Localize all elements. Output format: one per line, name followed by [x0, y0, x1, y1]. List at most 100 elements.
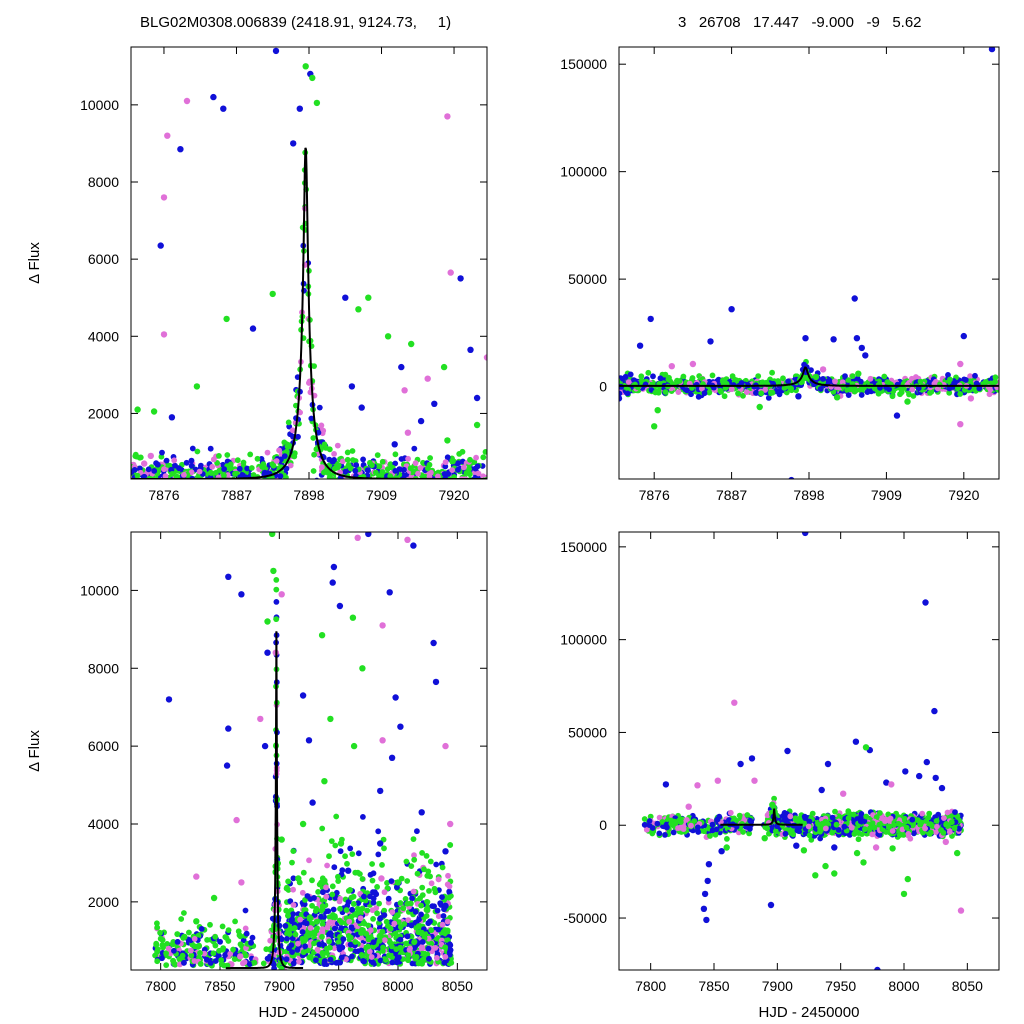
- photometry-point: [365, 943, 371, 950]
- photometry-point: [432, 491, 438, 497]
- data-point-magenta: [404, 536, 411, 543]
- photometry-point: [482, 449, 487, 455]
- photometry-point: [369, 462, 375, 469]
- photometry-point: [195, 480, 201, 486]
- photometry-point: [416, 486, 422, 492]
- photometry-point: [284, 935, 290, 942]
- photometry-point: [410, 483, 416, 489]
- photometry-point: [418, 902, 424, 909]
- photometry-point: [884, 379, 891, 385]
- photometry-point: [258, 483, 264, 489]
- photometry-point: [294, 947, 301, 953]
- photometry-point: [276, 447, 282, 454]
- data-point-magenta: [378, 875, 385, 882]
- photometry-point: [352, 467, 359, 474]
- data-point-green: [394, 879, 402, 886]
- photometry-point: [480, 454, 487, 461]
- data-point-blue: [862, 352, 869, 359]
- photometry-point: [350, 901, 357, 907]
- data-point-green: [355, 306, 362, 313]
- photometry-point: [203, 479, 209, 485]
- photometry-point: [329, 883, 336, 890]
- photometry-point: [131, 482, 137, 488]
- photometry-point: [341, 493, 347, 499]
- data-point-green: [322, 468, 330, 475]
- data-point-magenta: [233, 816, 240, 824]
- data-point-green: [321, 778, 328, 785]
- photometry-point: [163, 950, 170, 957]
- panel-bottom-left: 7800 7850 7900 7950 8000 80502000400060008000…: [26, 531, 488, 1021]
- photometry-point: [447, 480, 453, 486]
- photometry-point: [286, 945, 292, 951]
- photometry-point: [425, 868, 432, 875]
- photometry-point: [379, 458, 386, 465]
- photometry-point: [341, 484, 347, 490]
- photometry-point: [283, 448, 290, 455]
- photometry-point: [137, 502, 143, 508]
- photometry-point: [169, 479, 175, 485]
- data-point-green: [181, 933, 188, 941]
- photometry-point: [411, 484, 417, 490]
- photometry-point: [222, 934, 229, 940]
- data-point-green: [408, 340, 415, 348]
- photometry-point: [459, 448, 466, 455]
- photometry-point: [299, 889, 306, 896]
- fit-parameters-header: 3 26708 17.447 -9.000 -9 5.62: [678, 14, 922, 31]
- photometry-point: [261, 469, 268, 476]
- photometry-point: [357, 915, 364, 922]
- photometry-point: [476, 480, 482, 486]
- photometry-point: [410, 888, 417, 895]
- photometry-point: [192, 481, 198, 487]
- photometry-point: [219, 923, 226, 930]
- y-axis-label: Δ Flux: [26, 242, 43, 284]
- photometry-point: [319, 903, 326, 909]
- photometry-point: [407, 465, 414, 472]
- photometry-point: [290, 960, 297, 967]
- photometry-point: [808, 836, 815, 843]
- photometry-point: [945, 372, 951, 378]
- photometry-point: [442, 459, 449, 466]
- photometry-point: [405, 482, 411, 488]
- photometry-point: [414, 489, 420, 495]
- photometry-point: [423, 913, 430, 919]
- photometry-point: [421, 491, 427, 497]
- photometry-point: [321, 441, 328, 448]
- photometry-point: [431, 480, 437, 486]
- data-point-green: [384, 333, 392, 340]
- photometry-point: [190, 482, 196, 488]
- photometry-point: [176, 465, 182, 472]
- photometry-point: [367, 479, 373, 485]
- photometry-point: [267, 491, 273, 497]
- photometry-point: [347, 845, 354, 852]
- photometry-point: [345, 899, 352, 906]
- y-tick-label: 50000: [568, 271, 607, 287]
- data-point-green: [359, 665, 366, 672]
- photometry-point: [326, 938, 333, 945]
- photometry-point: [269, 483, 275, 489]
- photometry-point: [260, 487, 266, 493]
- photometry-point: [278, 965, 285, 970]
- photometry-point: [225, 927, 232, 933]
- photometry-point: [398, 456, 405, 462]
- photometry-point: [412, 460, 419, 467]
- photometry-point: [475, 478, 478, 479]
- photometry-point: [217, 938, 224, 945]
- photometry-point: [299, 929, 306, 935]
- photometry-point: [391, 920, 398, 927]
- photometry-point: [433, 861, 440, 868]
- photometry-point: [134, 472, 141, 479]
- photometry-point: [174, 476, 180, 479]
- photometry-point: [137, 489, 143, 495]
- data-point-blue: [177, 146, 184, 153]
- photometry-point: [240, 459, 247, 466]
- data-point-blue: [299, 692, 307, 699]
- photometry-point: [329, 891, 336, 898]
- photometry-point: [361, 893, 367, 900]
- photometry-point: [475, 486, 481, 492]
- plot-frame: [130, 46, 488, 480]
- photometry-point: [331, 925, 338, 932]
- photometry-point: [431, 478, 434, 479]
- photometry-point: [426, 888, 432, 894]
- photometry-point: [339, 480, 345, 486]
- photometry-point: [435, 926, 442, 933]
